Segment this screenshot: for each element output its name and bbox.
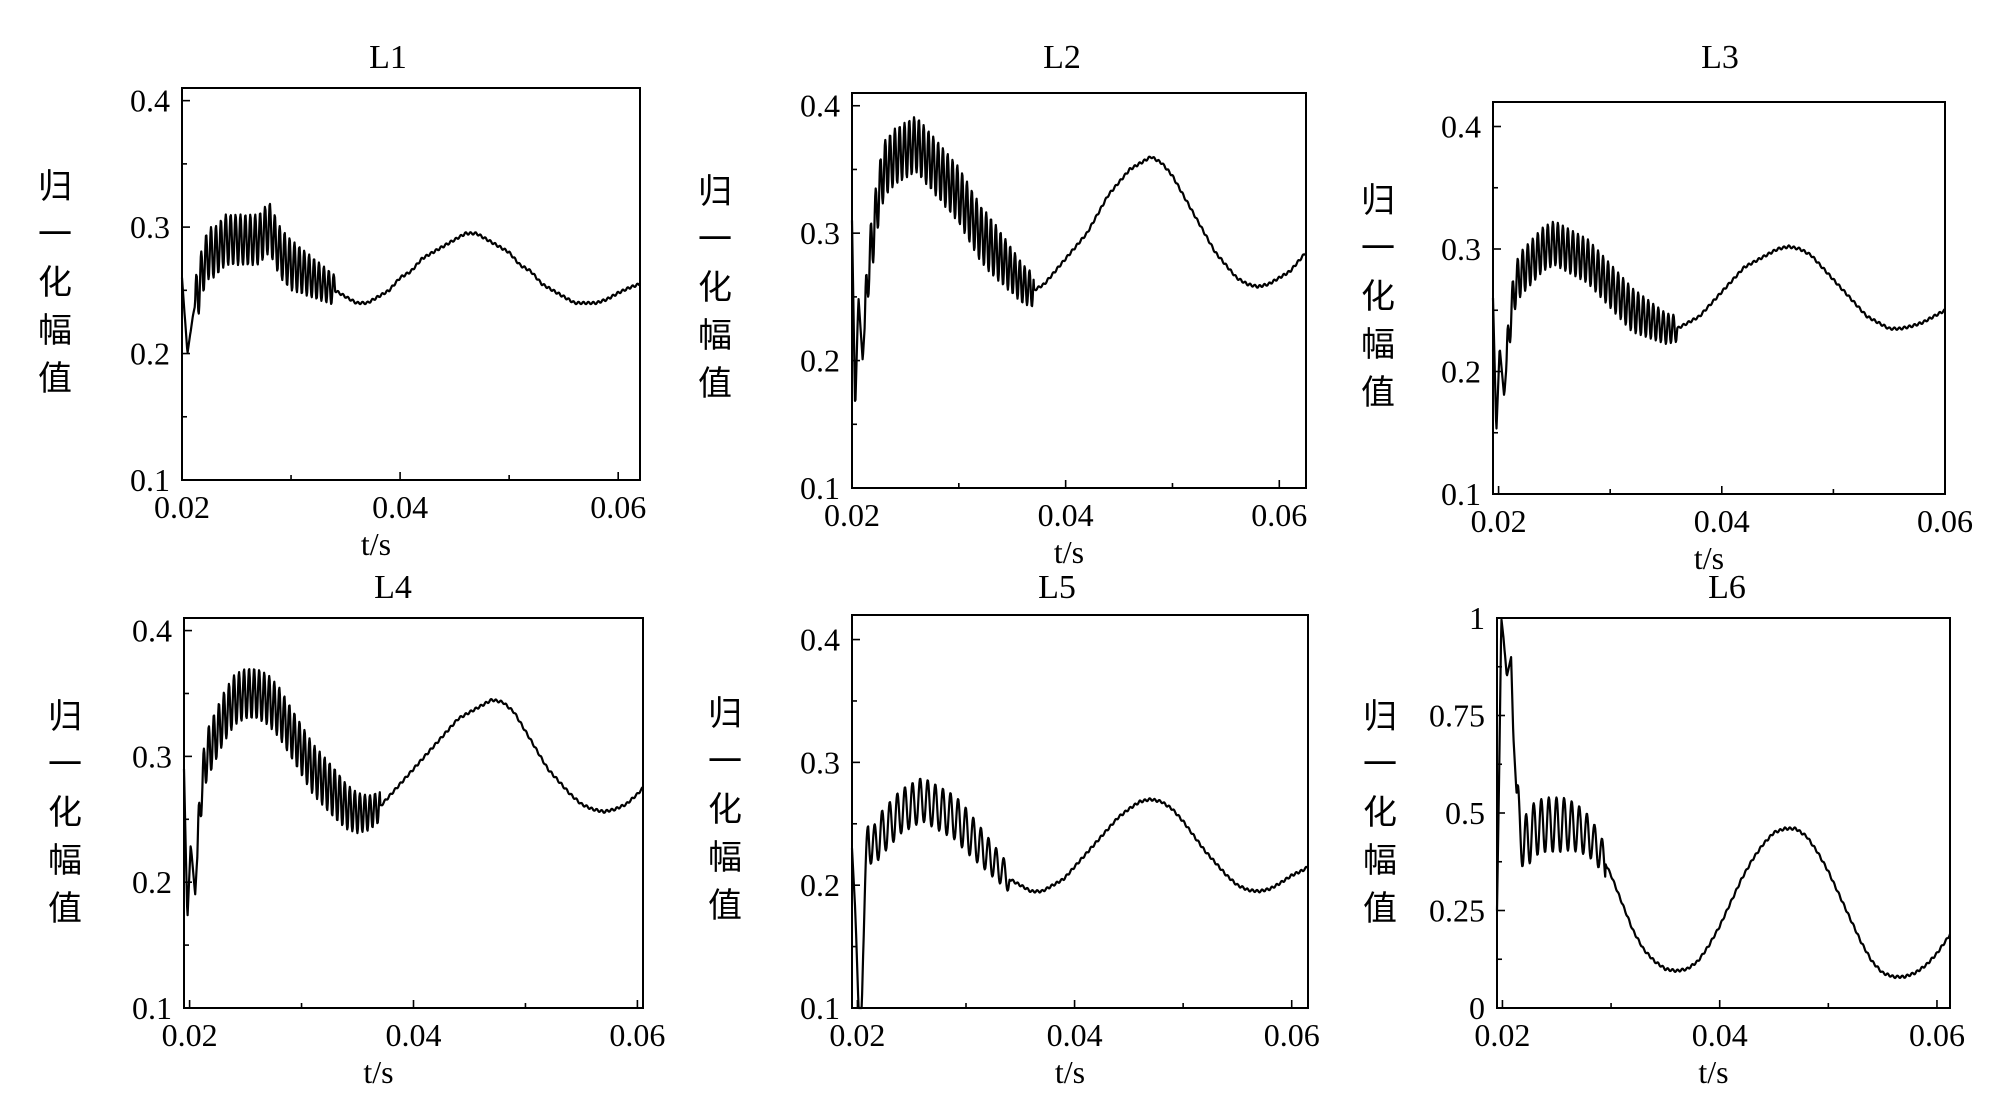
y-axis-label: 归一化幅值: [1361, 182, 1395, 412]
chart-panel-l3: L3 0.02 0.04 0.06 0.1 0.2 0.3 0.4 t/s 归一化幅值: [1361, 39, 1973, 576]
y-tick-label: 0.1: [1441, 476, 1481, 512]
x-tick-label: 0.02: [154, 489, 210, 525]
x-tick-label: 0.04: [1038, 497, 1094, 533]
series-line: [180, 202, 641, 354]
y-tick-label: 0.3: [1441, 231, 1481, 267]
panel-title: L6: [1708, 569, 1746, 606]
y-tick-label: 0.2: [130, 336, 170, 372]
series-line: [1495, 618, 1952, 980]
x-tick-label: 0.02: [1471, 503, 1527, 539]
y-tick-label: 0.1: [800, 470, 840, 506]
x-tick-label: 0.06: [609, 1017, 665, 1053]
chart-panel-l4: L4 0.02 0.04 0.06 0.1 0.2 0.3 0.4 t/s 归一化幅值: [48, 569, 665, 1090]
x-tick-label: 0.02: [829, 1017, 885, 1053]
x-tick-label: 0.02: [824, 497, 880, 533]
y-tick-label: 0: [1469, 990, 1485, 1026]
x-tick-label: 0.02: [1474, 1017, 1530, 1053]
x-axis-label: t/s: [1694, 540, 1724, 576]
chart-panel-l1: L1 0.02 0.04 0.06 0.1 0.2 0.3 0.4 t/s 归一化幅值: [38, 39, 646, 562]
y-tick-label: 0.1: [800, 990, 840, 1026]
x-tick-label: 0.04: [1692, 1017, 1748, 1053]
series-line: [850, 777, 1309, 1010]
x-axis-label: t/s: [361, 526, 391, 562]
y-tick-label: 0.3: [130, 209, 170, 245]
panel-title: L2: [1043, 39, 1081, 76]
chart-panel-l5: L5 0.02 0.04 0.06 0.1 0.2 0.3 0.4 t/s 归一化幅值: [708, 569, 1320, 1090]
y-axis-label: 归一化幅值: [48, 698, 82, 928]
x-tick-label: 0.06: [1264, 1017, 1320, 1053]
y-tick-label: 0.4: [132, 613, 172, 649]
x-axis-label: t/s: [1698, 1054, 1728, 1090]
plot-frame: [851, 92, 1307, 489]
chart-panel-l2: L2 0.02 0.04 0.06 0.1 0.2 0.3 0.4 t/s 归一化幅值: [698, 39, 1307, 570]
y-tick-label: 0.1: [132, 990, 172, 1026]
y-tick-label: 0.3: [132, 738, 172, 774]
y-tick-label: 0.3: [800, 744, 840, 780]
y-axis-label: 归一化幅值: [38, 168, 72, 398]
panel-title: L5: [1038, 569, 1076, 606]
y-axis-label: 归一化幅值: [1363, 698, 1397, 928]
series-line: [1491, 220, 1946, 430]
panel-title: L3: [1701, 39, 1739, 76]
y-tick-label: 0.1: [130, 462, 170, 498]
x-tick-label: 0.02: [162, 1017, 218, 1053]
x-tick-label: 0.06: [1909, 1017, 1965, 1053]
y-tick-label: 1: [1469, 600, 1485, 636]
y-tick-label: 0.4: [800, 88, 840, 124]
y-tick-label: 0.2: [1441, 354, 1481, 390]
y-axis-label: 归一化幅值: [698, 173, 732, 403]
x-tick-label: 0.06: [590, 489, 646, 525]
y-tick-label: 0.5: [1445, 795, 1485, 831]
y-tick-label: 0.4: [800, 622, 840, 658]
y-tick-label: 0.75: [1429, 698, 1485, 734]
y-tick-label: 0.25: [1429, 893, 1485, 929]
x-tick-label: 0.06: [1917, 503, 1973, 539]
x-tick-label: 0.04: [1694, 503, 1750, 539]
x-tick-label: 0.06: [1251, 497, 1307, 533]
y-tick-label: 0.4: [130, 83, 170, 119]
x-tick-label: 0.04: [372, 489, 428, 525]
x-tick-label: 0.04: [386, 1017, 442, 1053]
y-tick-label: 0.2: [800, 867, 840, 903]
y-tick-label: 0.2: [800, 343, 840, 379]
y-axis-label: 归一化幅值: [708, 695, 742, 925]
x-axis-label: t/s: [363, 1054, 393, 1090]
x-tick-label: 0.04: [1047, 1017, 1103, 1053]
panel-title: L1: [369, 39, 407, 76]
plot-frame: [1492, 101, 1946, 495]
y-tick-label: 0.2: [132, 864, 172, 900]
x-axis-label: t/s: [1054, 534, 1084, 570]
plot-frame: [851, 614, 1309, 1009]
panel-title: L4: [374, 569, 412, 606]
x-axis-label: t/s: [1055, 1054, 1085, 1090]
chart-panel-l6: L6 0.02 0.04 0.06 0 0.25 0.5 0.75 1 t/s 归一化幅值: [1363, 569, 1965, 1090]
plot-frame: [181, 87, 641, 481]
y-tick-label: 0.4: [1441, 109, 1481, 145]
y-tick-label: 0.3: [800, 215, 840, 251]
series-line: [182, 668, 644, 917]
series-line: [850, 116, 1307, 402]
